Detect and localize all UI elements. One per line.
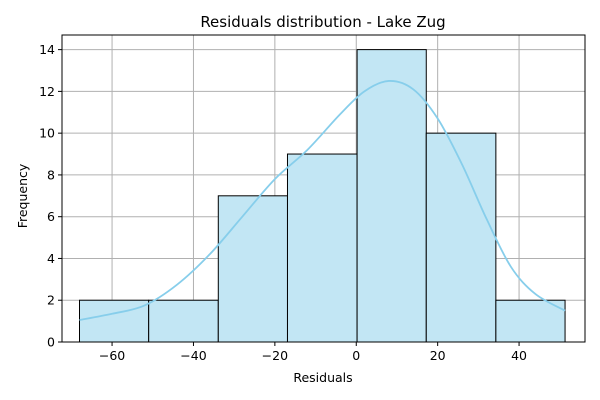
x-tick-label-2: −20 bbox=[262, 348, 288, 363]
y-tick-label-7: 14 bbox=[39, 42, 55, 57]
histogram-bar-1 bbox=[148, 299, 219, 343]
kde-line bbox=[79, 80, 566, 321]
y-tick-label-4: 8 bbox=[47, 167, 55, 182]
y-tick-label-0: 0 bbox=[47, 335, 55, 350]
histogram-bar-4 bbox=[356, 49, 427, 343]
histogram-bar-6 bbox=[495, 299, 566, 343]
histogram-bars bbox=[79, 49, 566, 343]
y-tick-label-1: 2 bbox=[47, 293, 55, 308]
x-tick-label-4: 20 bbox=[430, 348, 446, 363]
x-axis-label: Residuals bbox=[293, 370, 352, 385]
histogram-bar-0 bbox=[79, 299, 150, 343]
y-tick-label-6: 12 bbox=[39, 84, 55, 99]
x-axis-ticks: −60 −40 −20 0 20 40 bbox=[99, 342, 527, 363]
grid bbox=[62, 35, 585, 343]
y-tick-label-2: 4 bbox=[47, 251, 55, 266]
y-axis-ticks: 0 2 4 6 8 10 12 14 bbox=[39, 42, 62, 350]
y-tick-label-5: 10 bbox=[39, 126, 55, 141]
x-tick-label-0: −60 bbox=[99, 348, 125, 363]
x-tick-label-1: −40 bbox=[180, 348, 206, 363]
histogram-bar-5 bbox=[425, 132, 497, 343]
chart-title: Residuals distribution - Lake Zug bbox=[200, 13, 445, 31]
x-tick-label-3: 0 bbox=[352, 348, 360, 363]
kde-curve bbox=[79, 80, 566, 321]
histogram-bar-3 bbox=[286, 153, 358, 343]
plot-frame bbox=[61, 34, 586, 343]
y-tick-label-3: 6 bbox=[47, 209, 55, 224]
x-tick-label-5: 40 bbox=[511, 348, 527, 363]
histogram-bar-2 bbox=[217, 195, 288, 343]
y-axis-label: Frequency bbox=[15, 163, 30, 228]
